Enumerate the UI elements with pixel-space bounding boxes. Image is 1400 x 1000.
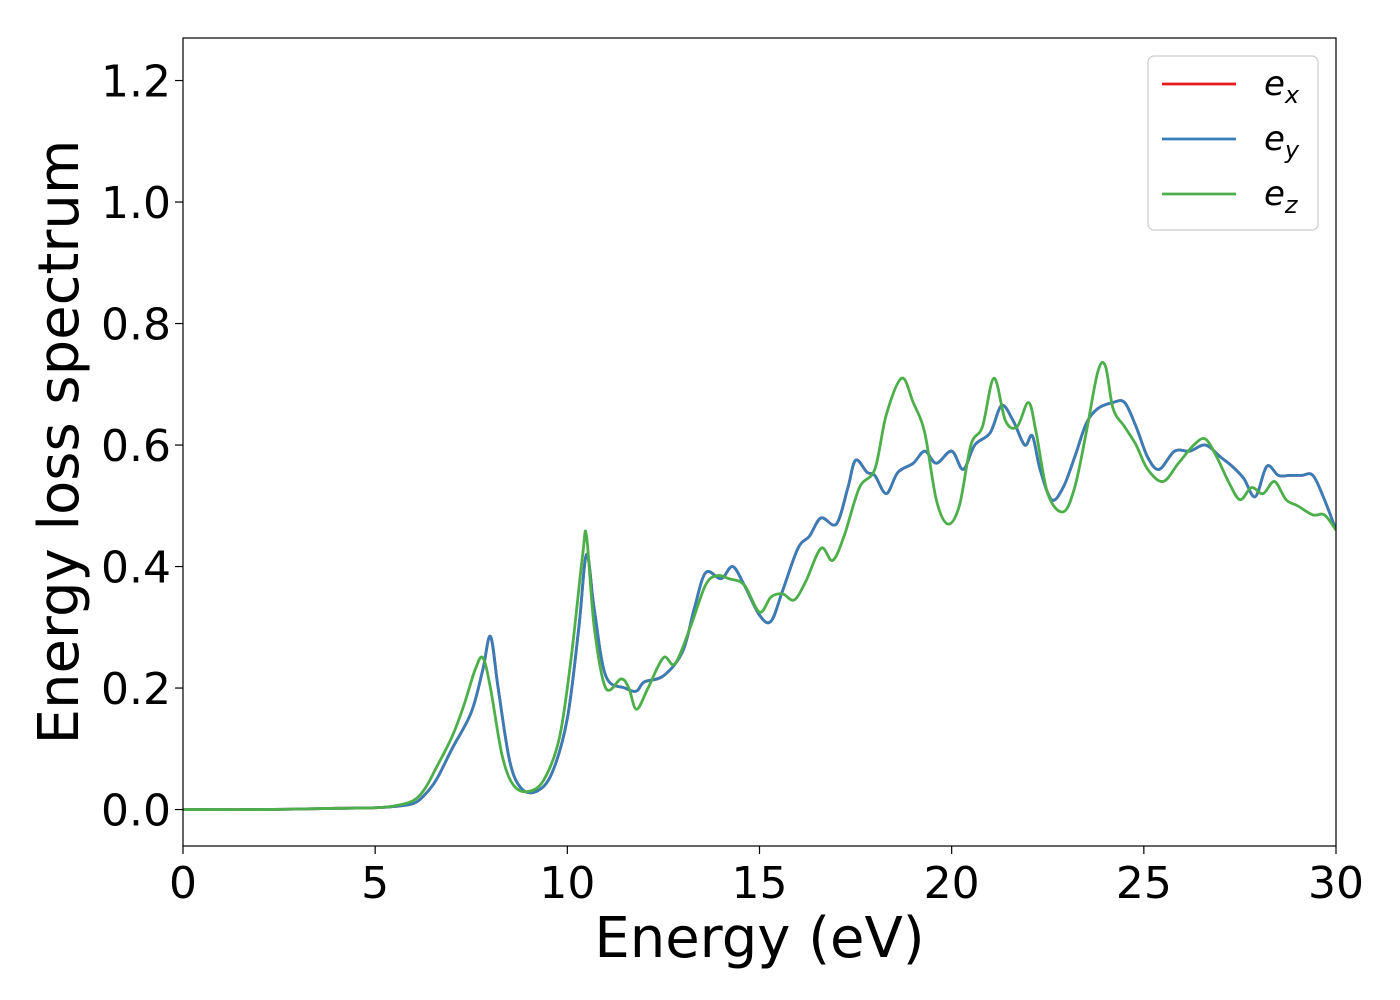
legend-box: [1147, 55, 1319, 231]
plot-area: [183, 360, 1336, 812]
plot-frame: [182, 37, 1337, 847]
x-tick-label: 10: [539, 858, 595, 909]
y-tick-label: 1.2: [101, 57, 171, 108]
y-tick-label: 0.0: [101, 786, 171, 837]
y-tick-label: 0.8: [101, 300, 171, 351]
y-tick-label: 0.6: [101, 421, 171, 472]
y-axis-label: Energy loss spectrum: [27, 140, 92, 745]
x-axis-label: Energy (eV): [594, 906, 924, 971]
x-tick-label: 30: [1308, 858, 1364, 909]
x-tick-label: 0: [169, 858, 197, 909]
series-line-ey: [183, 399, 1336, 812]
x-tick-label: 5: [361, 858, 389, 909]
legend-label-ex: ex: [1264, 64, 1300, 109]
legend-label-ez: ez: [1264, 174, 1299, 219]
y-tick-label: 0.4: [101, 543, 171, 594]
legend-label-ey: ey: [1264, 119, 1300, 164]
x-axis: 0 5 10 15 20 25 30: [169, 846, 1364, 909]
y-axis: 0.0 0.2 0.4 0.6 0.8 1.0 1.2: [101, 57, 183, 837]
y-tick-label: 1.0: [101, 178, 171, 229]
legend: ex ey ez: [1147, 55, 1319, 231]
y-tick-label: 0.2: [101, 664, 171, 715]
x-tick-label: 25: [1116, 858, 1172, 909]
x-tick-label: 20: [924, 858, 980, 909]
x-tick-label: 15: [732, 858, 788, 909]
series-line-ez: [183, 360, 1336, 812]
